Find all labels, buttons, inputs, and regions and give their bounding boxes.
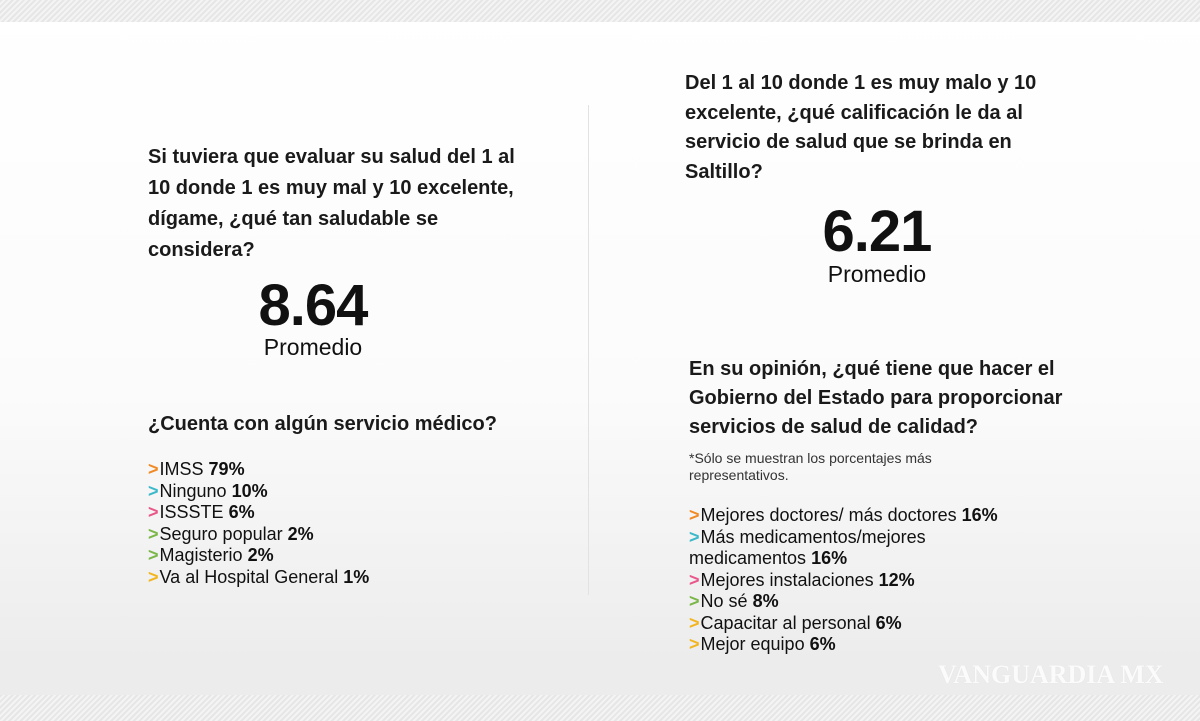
right-average-label: Promedio (827, 261, 927, 287)
chevron-right-icon: > (689, 526, 700, 547)
item-percent: 6% (228, 502, 255, 522)
item-label: Capacitar al personal (700, 612, 871, 633)
item-percent: 2% (247, 545, 274, 565)
item-percent: 16% (811, 548, 848, 568)
chevron-right-icon: > (689, 569, 700, 590)
top-stripe-band (0, 0, 1200, 22)
vanguardia-watermark: VANGUARDIA MX (938, 660, 1164, 689)
item-percent: 16% (961, 505, 998, 525)
item-percent: 12% (878, 569, 915, 590)
chevron-right-icon: > (148, 459, 159, 479)
item-label: Más medicamentos/mejores medicamentos (689, 526, 926, 569)
item-label: ISSSTE (159, 502, 224, 522)
chevron-right-icon: > (148, 566, 159, 587)
list-item: >IMSS 79% (148, 459, 369, 481)
chevron-right-icon: > (689, 591, 700, 611)
right-average-value: 6.21 (822, 199, 933, 264)
list-item: >Capacitar al personal 6% (689, 613, 1029, 635)
item-label: Ninguno (159, 480, 227, 501)
item-label: Seguro popular (159, 523, 283, 544)
left-question-2: ¿Cuenta con algún servicio médico? (148, 413, 497, 435)
list-item: >ISSSTE 6% (148, 502, 369, 524)
chevron-right-icon: > (148, 545, 159, 565)
item-label: Mejores doctores/ más doctores (700, 505, 957, 525)
left-question: Si tuviera que evaluar su salud del 1 al… (148, 146, 515, 261)
item-percent: 10% (231, 480, 268, 501)
list-item: >Más medicamentos/mejores medicamentos 1… (689, 527, 1029, 570)
item-label: Va al Hospital General (159, 566, 339, 587)
bottom-stripe-band (0, 695, 1200, 721)
list-item: >Mejor equipo 6% (689, 634, 1029, 656)
list-item: >Seguro popular 2% (148, 524, 369, 546)
item-percent: 6% (809, 634, 836, 654)
item-percent: 6% (875, 612, 902, 633)
footnote: *Sólo se muestran los porcentajes más re… (689, 450, 932, 483)
column-divider (588, 105, 589, 595)
chevron-right-icon: > (689, 612, 700, 633)
item-label: Mejor equipo (700, 634, 805, 654)
list-item: >No sé 8% (689, 591, 1029, 613)
item-percent: 79% (208, 459, 245, 479)
right-question: Del 1 al 10 donde 1 es muy malo y 10 exc… (685, 72, 1037, 183)
item-label: No sé (700, 591, 748, 611)
chevron-right-icon: > (689, 634, 700, 654)
item-percent: 1% (343, 566, 370, 587)
chevron-right-icon: > (148, 502, 159, 522)
list-item: >Va al Hospital General 1% (148, 567, 369, 589)
list-item: >Ninguno 10% (148, 481, 369, 503)
list-item: >Mejores instalaciones 12% (689, 570, 1029, 592)
left-answer-list: >IMSS 79% >Ninguno 10% >ISSSTE 6% >Seguro p… (148, 459, 369, 588)
chevron-right-icon: > (148, 523, 159, 544)
item-label: IMSS (159, 459, 204, 479)
list-item: >Mejores doctores/ más doctores 16% (689, 505, 1029, 527)
chevron-right-icon: > (148, 480, 159, 501)
item-label: Mejores instalaciones (700, 569, 874, 590)
chevron-right-icon: > (689, 505, 700, 525)
right-answer-list: >Mejores doctores/ más doctores 16% >Más … (689, 505, 1029, 656)
item-percent: 8% (752, 591, 779, 611)
right-question-2: En su opinión, ¿qué tiene que hacer el G… (689, 358, 1063, 438)
left-average-label: Promedio (263, 334, 363, 360)
item-label: Magisterio (159, 545, 243, 565)
item-percent: 2% (287, 523, 314, 544)
list-item: >Magisterio 2% (148, 545, 369, 567)
left-average-value: 8.64 (258, 273, 369, 338)
